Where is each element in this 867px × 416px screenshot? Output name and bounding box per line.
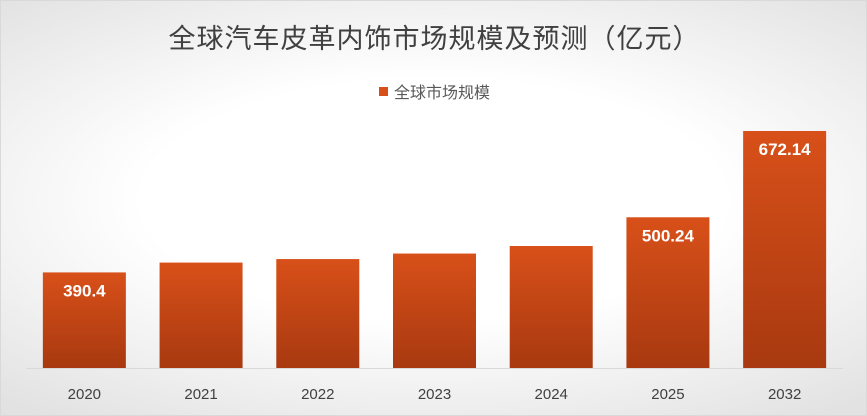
x-tick-2023: 2023 [418,386,451,403]
bar-2020 [42,272,126,368]
bar-2024 [509,246,593,368]
x-tick-2021: 2021 [184,386,217,403]
legend: 全球市场规模 [1,79,866,103]
bar-2021 [159,262,243,368]
legend-label: 全球市场规模 [393,83,490,102]
data-label-2020: 390.4 [63,281,106,300]
x-tick-2032: 2032 [768,386,801,403]
bar-2022 [276,259,360,368]
x-tick-2020: 2020 [68,386,101,403]
x-tick-2022: 2022 [301,386,334,403]
x-tick-2025: 2025 [651,386,684,403]
bar-2032 [743,130,827,368]
legend-swatch [378,86,388,96]
data-label-2032: 672.14 [759,140,812,159]
chart-title: 全球汽车皮革内饰市场规模及预测（亿元） [168,24,701,55]
bar-2025 [626,217,710,368]
bar-2023 [393,253,476,368]
x-tick-2024: 2024 [535,386,568,403]
data-label-2025: 500.24 [642,226,695,245]
